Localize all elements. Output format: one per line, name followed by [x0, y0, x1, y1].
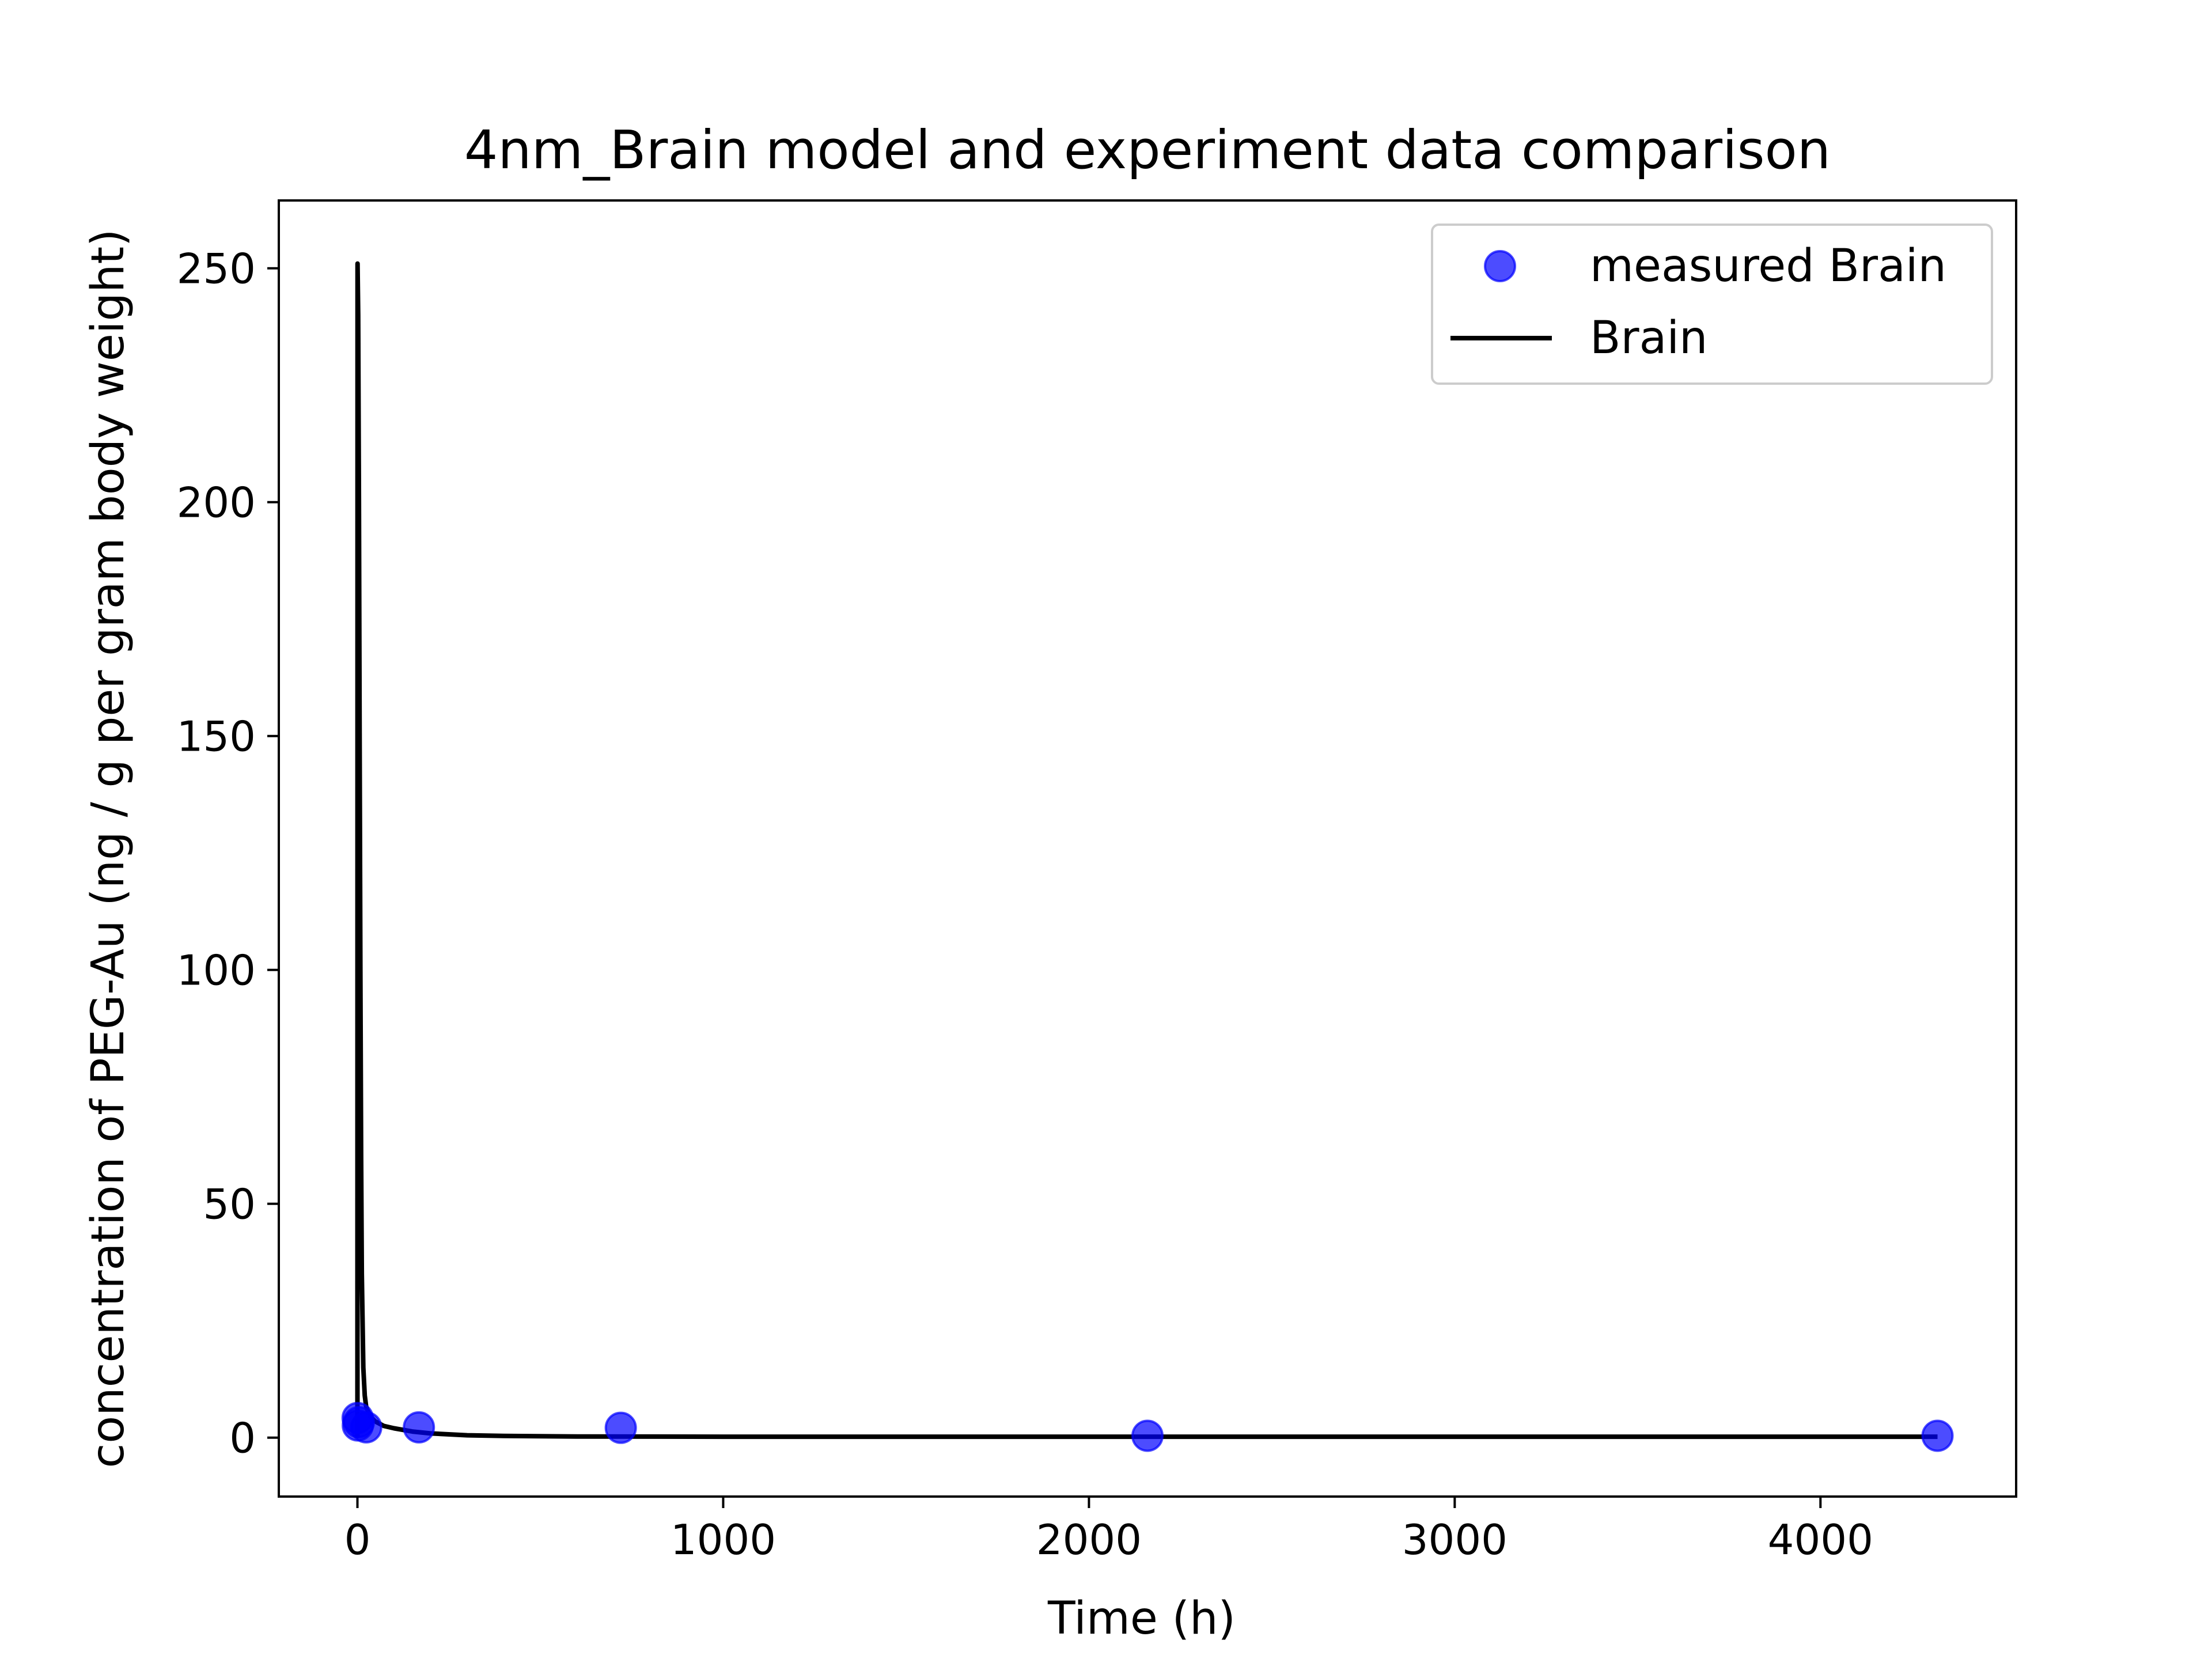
legend: measured Brain Brain — [1431, 224, 1993, 385]
y-tick-label: 200 — [177, 479, 256, 527]
legend-label-brain: Brain — [1590, 312, 1707, 364]
x-tick-label: 2000 — [1036, 1516, 1142, 1564]
measured-brain-point — [604, 1411, 637, 1444]
plot-background — [279, 200, 2016, 1497]
legend-marker-measured-brain — [1484, 250, 1516, 282]
measured-brain-point — [403, 1411, 435, 1444]
measured-brain-point — [1131, 1419, 1164, 1452]
plot-frame — [278, 199, 2017, 1498]
legend-label-measured-brain: measured Brain — [1590, 240, 1946, 292]
plot-area — [279, 200, 2016, 1497]
legend-box — [1431, 224, 1993, 385]
x-tick-label: 1000 — [671, 1516, 776, 1564]
y-tick-label: 100 — [177, 946, 256, 995]
x-axis-label: Time (h) — [1047, 1593, 1236, 1645]
y-tick-label: 0 — [229, 1414, 256, 1463]
x-tick-label: 3000 — [1402, 1516, 1508, 1564]
y-tick-label: 250 — [177, 245, 256, 293]
y-tick-label: 50 — [203, 1180, 256, 1229]
chart-title: 4nm_Brain model and experiment data comp… — [464, 119, 1831, 181]
measured-brain-point — [1921, 1419, 1954, 1452]
x-tick-label: 0 — [344, 1516, 371, 1564]
y-tick-label: 150 — [177, 713, 256, 761]
series-measured-brain-points — [341, 1402, 1954, 1452]
y-axis-label: concentration of PEG-Au (ng / g per gram… — [82, 229, 134, 1468]
measured-brain-point — [350, 1411, 382, 1444]
y-axis-ticks: 0 50 100 150 200 250 — [177, 245, 279, 1463]
x-axis-ticks: 0 1000 2000 3000 4000 — [344, 1497, 1873, 1564]
x-tick-label: 4000 — [1768, 1516, 1873, 1564]
